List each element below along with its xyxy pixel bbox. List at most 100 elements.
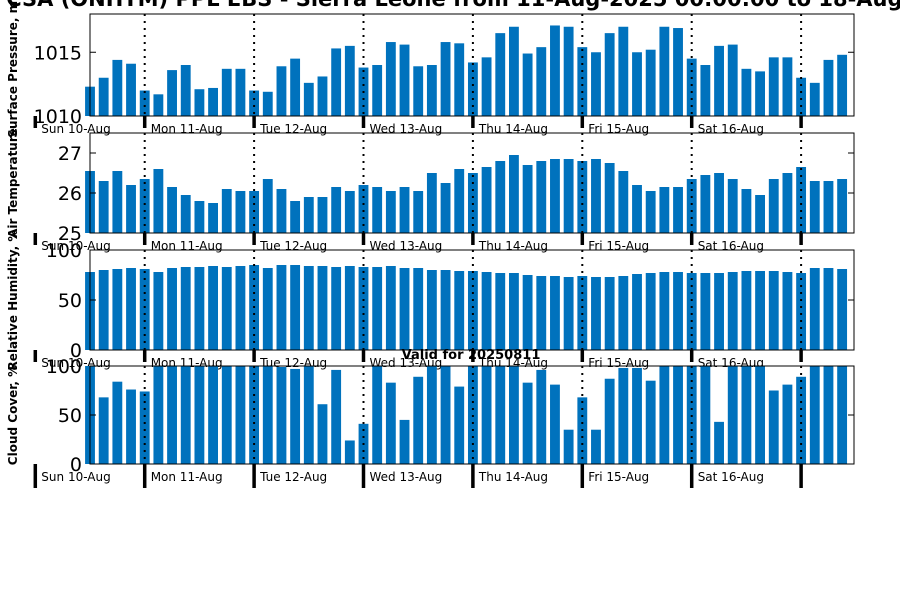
data-bar: [823, 59, 834, 116]
data-bar: [714, 273, 724, 350]
data-bar: [577, 47, 588, 116]
data-bar: [536, 276, 547, 350]
data-bar: [645, 273, 656, 350]
y-axis-label: Cloud Cover, %: [6, 365, 20, 465]
data-bar: [604, 163, 615, 233]
y-tick-label: 0: [70, 454, 82, 476]
data-bar: [98, 270, 109, 350]
data-bar: [632, 367, 642, 464]
y-tick-label: 1015: [34, 42, 82, 64]
data-bar: [112, 381, 123, 464]
data-bar: [440, 366, 451, 464]
data-bar: [509, 273, 519, 350]
data-bar: [659, 366, 670, 464]
data-bar: [208, 366, 218, 464]
data-bar: [563, 159, 574, 233]
data-bar: [454, 43, 465, 116]
data-bar: [741, 189, 752, 233]
x-tick-label: Mon 11-Aug: [151, 239, 223, 253]
data-bar: [768, 390, 779, 464]
data-bar: [290, 201, 301, 233]
data-bar: [809, 366, 820, 464]
data-bar: [221, 68, 232, 116]
data-bar: [262, 268, 273, 350]
x-tick-label: Wed 13-Aug: [370, 122, 443, 136]
data-bar: [317, 76, 328, 116]
data-bar: [659, 187, 670, 233]
data-bar: [153, 272, 164, 350]
data-bar: [290, 58, 301, 117]
data-bar: [112, 171, 123, 233]
data-bar: [563, 277, 574, 350]
data-bar: [208, 203, 218, 233]
data-bar: [372, 65, 383, 116]
data-bar: [358, 267, 369, 350]
data-bar: [522, 53, 533, 116]
y-tick-label: 1010: [34, 106, 82, 128]
y-tick-label: 26: [58, 183, 82, 205]
data-bar: [440, 270, 451, 350]
data-bar: [331, 267, 342, 350]
data-bar: [180, 65, 191, 116]
data-bar: [167, 187, 177, 233]
data-bar: [536, 369, 547, 464]
data-bar: [112, 269, 123, 350]
data-bar: [194, 267, 205, 350]
y-axis-label: Relative Humidity, %: [6, 230, 20, 371]
data-bar: [645, 191, 656, 233]
x-tick-label: Thu 14-Aug: [478, 239, 548, 253]
data-bar: [563, 26, 574, 116]
y-tick-label: 0: [70, 340, 82, 362]
data-bar: [618, 276, 629, 350]
data-bar: [413, 376, 424, 464]
data-bar: [495, 161, 506, 233]
data-bar: [126, 185, 136, 233]
data-bar: [98, 77, 109, 116]
data-bar: [837, 54, 848, 116]
data-bar: [208, 266, 218, 350]
data-bar: [194, 201, 205, 233]
data-bar: [755, 195, 765, 233]
data-bar: [98, 397, 109, 464]
x-tick-label: Sat 16-Aug: [698, 122, 764, 136]
data-bar: [837, 179, 848, 233]
data-bar: [481, 167, 492, 233]
data-bar: [249, 90, 260, 116]
data-bar: [659, 272, 670, 350]
x-tick-label: Fri 15-Aug: [588, 239, 649, 253]
x-tick-label: Tue 12-Aug: [259, 122, 327, 136]
data-bar: [741, 366, 752, 464]
data-bar: [700, 273, 711, 350]
valid-date-label: Valid for 20250811: [402, 348, 541, 363]
data-bar: [276, 265, 287, 350]
data-bar: [290, 265, 301, 350]
data-bar: [823, 268, 834, 350]
data-bar: [290, 368, 301, 464]
data-bar: [276, 189, 287, 233]
data-bar: [235, 191, 246, 233]
data-bar: [276, 366, 287, 464]
data-bar: [782, 57, 793, 116]
data-bar: [591, 159, 601, 233]
data-bar: [686, 58, 697, 117]
data-bar: [98, 181, 109, 233]
data-bar: [796, 167, 807, 233]
data-bar: [385, 191, 396, 233]
data-bar: [385, 42, 396, 116]
data-bar: [755, 71, 765, 117]
data-bar: [782, 173, 793, 233]
data-bar: [823, 366, 834, 464]
x-tick-label: Mon 11-Aug: [151, 470, 223, 484]
chart-panel-4: 0 50 100 Cloud Cover, % Sun 10-Aug Mon 11-Aug…: [6, 356, 855, 488]
data-bar: [550, 276, 560, 350]
x-tick-label: Wed 13-Aug: [370, 239, 443, 253]
data-bar: [303, 197, 314, 233]
x-tick-label: Tue 12-Aug: [259, 470, 327, 484]
data-bar: [768, 271, 779, 350]
data-bar: [262, 366, 273, 464]
data-bar: [495, 366, 506, 464]
data-bar: [686, 273, 697, 350]
data-bar: [727, 179, 738, 233]
data-bar: [413, 268, 424, 350]
data-bar: [727, 44, 738, 116]
